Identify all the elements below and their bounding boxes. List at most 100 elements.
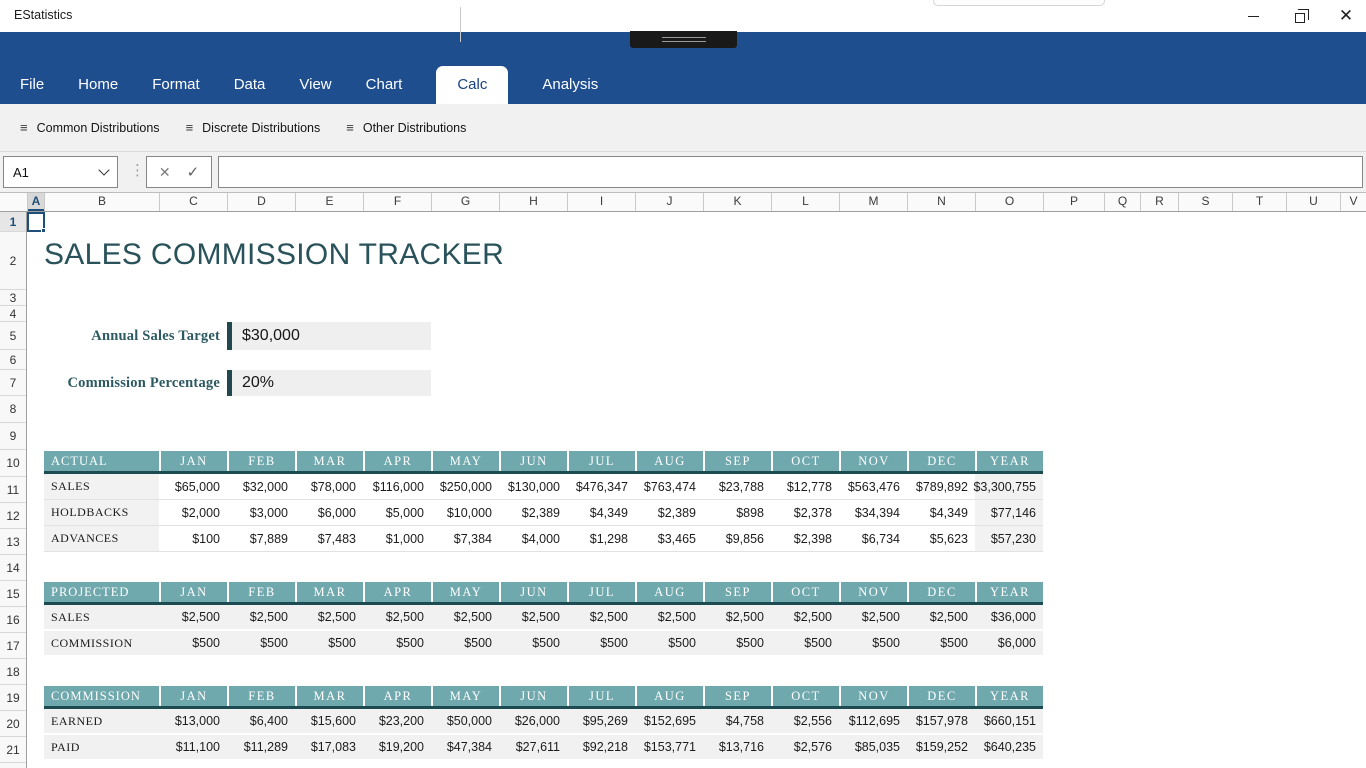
cell-value[interactable]: $32,000 (227, 474, 295, 499)
cell-value[interactable]: $2,500 (929, 610, 968, 624)
column-header-i[interactable]: I (568, 193, 636, 211)
cell-value[interactable]: $95,269 (582, 714, 628, 728)
month-header-aug[interactable]: AUG (635, 582, 703, 602)
row-header-20[interactable]: 20 (0, 711, 26, 737)
month-header-oct[interactable]: OCT (771, 686, 839, 706)
cell-value[interactable]: $2,389 (499, 500, 567, 525)
month-header-mar[interactable]: MAR (295, 686, 363, 706)
cell-value[interactable]: $15,600 (310, 714, 356, 728)
search-box[interactable] (933, 0, 1105, 6)
month-header-sep[interactable]: SEP (703, 451, 771, 471)
row-header-14[interactable]: 14 (0, 555, 26, 581)
month-header-feb[interactable]: FEB (227, 451, 295, 471)
cell-value[interactable]: $13,716 (718, 740, 764, 754)
row-label[interactable]: SALES (51, 609, 91, 624)
cell-value[interactable]: $2,000 (159, 500, 227, 525)
cell-value[interactable]: $2,500 (793, 610, 832, 624)
corner-cell[interactable] (0, 193, 28, 211)
cancel-x-icon[interactable]: ✕ (158, 163, 171, 180)
cell-value[interactable]: $2,500 (521, 610, 560, 624)
column-header-s[interactable]: S (1179, 193, 1233, 211)
column-header-j[interactable]: J (636, 193, 704, 211)
column-header-p[interactable]: P (1044, 193, 1105, 211)
row-header-8[interactable]: 8 (0, 396, 26, 423)
month-header-dec[interactable]: DEC (907, 686, 975, 706)
cell-value[interactable]: $476,347 (567, 474, 635, 499)
cell-value[interactable]: $159,252 (915, 740, 968, 754)
column-header-f[interactable]: F (364, 193, 432, 211)
cell-value[interactable]: $157,978 (915, 714, 968, 728)
month-header-jul[interactable]: JUL (567, 686, 635, 706)
cell-value[interactable]: $5,000 (363, 500, 431, 525)
cell-value[interactable]: $4,000 (499, 526, 567, 551)
cell-value[interactable]: $4,758 (725, 714, 764, 728)
row-header-10[interactable]: 10 (0, 450, 26, 477)
row-label[interactable]: EARNED (51, 713, 103, 728)
column-header-l[interactable]: L (772, 193, 840, 211)
cell-value[interactable]: $3,465 (635, 526, 703, 551)
column-header-d[interactable]: D (228, 193, 296, 211)
cell-value[interactable]: $9,856 (703, 526, 771, 551)
cell-value[interactable]: $92,218 (582, 740, 628, 754)
annual-sales-target-field[interactable]: $30,000 (227, 322, 431, 350)
column-header-b[interactable]: B (45, 193, 160, 211)
month-header-feb[interactable]: FEB (227, 582, 295, 602)
cell-value[interactable]: $1,298 (567, 526, 635, 551)
cell-value[interactable]: $500 (532, 636, 560, 650)
month-header-dec[interactable]: DEC (907, 451, 975, 471)
cell-value[interactable]: $7,384 (431, 526, 499, 551)
sheet[interactable]: SALES COMMISSION TRACKER Annual Sales Ta… (27, 212, 1366, 768)
row-label[interactable]: SALES (44, 474, 159, 499)
cell-value[interactable]: $500 (668, 636, 696, 650)
cell-value[interactable]: $47,384 (446, 740, 492, 754)
cell-value[interactable]: $36,000 (990, 610, 1036, 624)
column-header-o[interactable]: O (976, 193, 1044, 211)
month-header-jul[interactable]: JUL (567, 451, 635, 471)
month-header-year[interactable]: YEAR (975, 686, 1043, 706)
row-header-17[interactable]: 17 (0, 633, 26, 659)
row-header-15[interactable]: 15 (0, 581, 26, 607)
column-header-e[interactable]: E (296, 193, 364, 211)
cell-value[interactable]: $250,000 (431, 474, 499, 499)
cell-value[interactable]: $152,695 (643, 714, 696, 728)
toolbar-item-common-distributions[interactable]: ≡ Common Distributions (20, 121, 160, 135)
cell-value[interactable]: $7,889 (227, 526, 295, 551)
row-header-6[interactable]: 6 (0, 350, 26, 370)
cell-value[interactable]: $500 (328, 636, 356, 650)
month-header-nov[interactable]: NOV (839, 686, 907, 706)
cell-value[interactable]: $2,556 (793, 714, 832, 728)
month-header-jan[interactable]: JAN (159, 451, 227, 471)
tab-data[interactable]: Data (233, 76, 266, 93)
month-header-apr[interactable]: APR (363, 686, 431, 706)
month-header-mar[interactable]: MAR (295, 451, 363, 471)
month-header-year[interactable]: YEAR (975, 451, 1043, 471)
month-header-aug[interactable]: AUG (635, 451, 703, 471)
cell-value[interactable]: $26,000 (514, 714, 560, 728)
row-header-21[interactable]: 21 (0, 737, 26, 763)
month-header-jun[interactable]: JUN (499, 582, 567, 602)
month-header-jul[interactable]: JUL (567, 582, 635, 602)
cell-value[interactable]: $500 (872, 636, 900, 650)
cell-value[interactable]: $500 (464, 636, 492, 650)
cell-value[interactable]: $2,500 (861, 610, 900, 624)
cell-value[interactable]: $2,500 (249, 610, 288, 624)
cell-value[interactable]: $34,394 (839, 500, 907, 525)
column-header-t[interactable]: T (1233, 193, 1287, 211)
cell-value[interactable]: $2,500 (317, 610, 356, 624)
cell-value[interactable]: $50,000 (446, 714, 492, 728)
cell-value[interactable]: $3,000 (227, 500, 295, 525)
cell-value[interactable]: $500 (396, 636, 424, 650)
cell-value[interactable]: $2,500 (725, 610, 764, 624)
drag-handle[interactable] (630, 31, 737, 48)
cell-value[interactable]: $6,000 (295, 500, 363, 525)
month-header-oct[interactable]: OCT (771, 582, 839, 602)
cell-value[interactable]: $4,349 (907, 500, 975, 525)
row-header-19[interactable]: 19 (0, 685, 26, 711)
row-header-4[interactable]: 4 (0, 306, 26, 322)
month-header-may[interactable]: MAY (431, 582, 499, 602)
row-header-7[interactable]: 7 (0, 370, 26, 396)
row-header-2[interactable]: 2 (0, 232, 26, 290)
row-label[interactable]: ADVANCES (44, 526, 159, 551)
cell-value[interactable]: $1,000 (363, 526, 431, 551)
month-header-apr[interactable]: APR (363, 582, 431, 602)
